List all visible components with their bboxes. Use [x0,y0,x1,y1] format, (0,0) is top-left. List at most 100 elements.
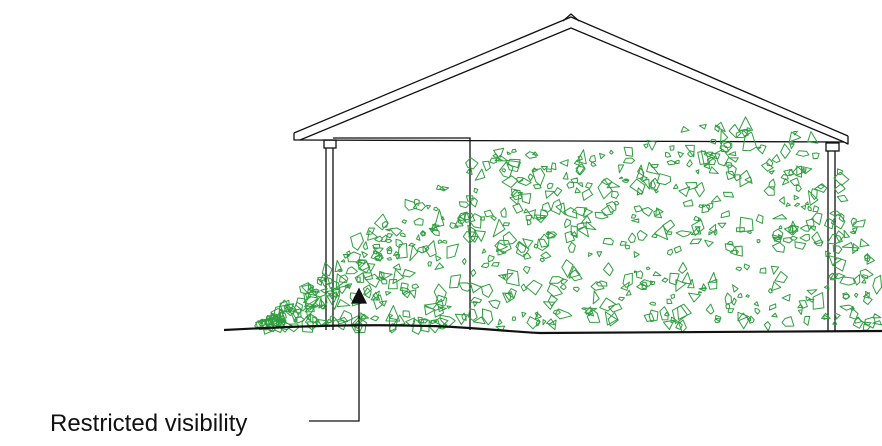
leaf [810,188,818,201]
leaf [812,292,825,310]
leaf [380,278,388,285]
leaf [487,254,495,263]
leaf [783,168,794,177]
leaf [597,178,613,200]
leaf [708,223,717,234]
leaf [662,319,675,330]
leaf [469,282,482,294]
leaf [705,303,715,315]
leaf [522,238,534,249]
leaf [757,144,767,155]
leaf [523,208,529,214]
leaf [780,174,789,180]
leaf [482,160,491,172]
leaf [305,306,315,319]
leaf [728,123,742,139]
leaf [834,183,846,194]
leaf [739,216,754,233]
leaf [697,217,702,222]
leaf [584,306,595,317]
leaf [412,202,426,211]
leaf [677,151,684,158]
leaf [643,313,655,322]
leaf [746,316,752,321]
leaf [611,190,619,199]
leaf [435,255,442,262]
leaf [650,177,660,190]
leaf [636,187,644,196]
leaf [812,205,820,213]
fascia-left [293,133,300,141]
leaf [838,213,845,223]
leaf [559,159,569,167]
leaf [399,232,406,238]
leaf [654,189,659,194]
leaf [344,284,350,289]
leaf [416,246,428,254]
leaf [666,298,673,305]
leaf [497,318,503,326]
leaf [796,165,805,176]
leaf [539,257,545,263]
leaf [703,163,711,170]
leaf [709,138,717,145]
leaf [360,313,370,319]
leaf [624,244,630,250]
leaf [489,157,497,164]
leaf [457,216,467,225]
leaf [374,253,384,261]
gutter-left [323,139,337,149]
leaf [832,320,838,325]
leaf [311,304,318,309]
leaf [852,316,864,329]
leaf [555,202,566,216]
leaf [423,302,438,310]
leaf [778,225,783,229]
leaf [852,219,866,228]
leaf [606,181,621,189]
leaf [697,150,711,165]
leaf [502,222,510,227]
leaf [865,291,869,296]
leaf [547,294,558,307]
leaf [472,301,478,307]
leaf [457,211,470,221]
leaf [594,211,609,220]
leaf [574,187,581,194]
leaf [402,269,416,278]
leaf [643,143,649,149]
leaf [705,203,714,211]
leaf [490,215,497,221]
leaf [273,315,280,321]
leaf [338,274,349,284]
leaf [550,162,557,171]
leaf [467,224,477,241]
foliage [254,116,882,335]
leaf [512,202,524,214]
leaf [745,294,750,298]
leaf [515,241,527,253]
leaf [735,129,749,139]
leaf [526,218,532,226]
leaf [698,124,707,130]
leaf [783,225,799,236]
leaf [872,320,882,326]
leaf [636,167,645,180]
leaf [362,241,369,250]
leaf [627,232,637,243]
arrow-head-icon [350,287,368,304]
leaf [546,168,552,173]
leaf [320,287,328,294]
leaf [748,315,755,324]
leaf [697,291,702,294]
leaf [345,266,358,275]
leaf [653,225,669,241]
leaf [732,174,742,182]
leaf [327,319,332,324]
leaf [536,238,549,251]
leaf [843,229,850,239]
leaf [326,288,341,303]
leaf [386,257,392,261]
leaf [805,218,815,231]
leaf [385,305,401,322]
